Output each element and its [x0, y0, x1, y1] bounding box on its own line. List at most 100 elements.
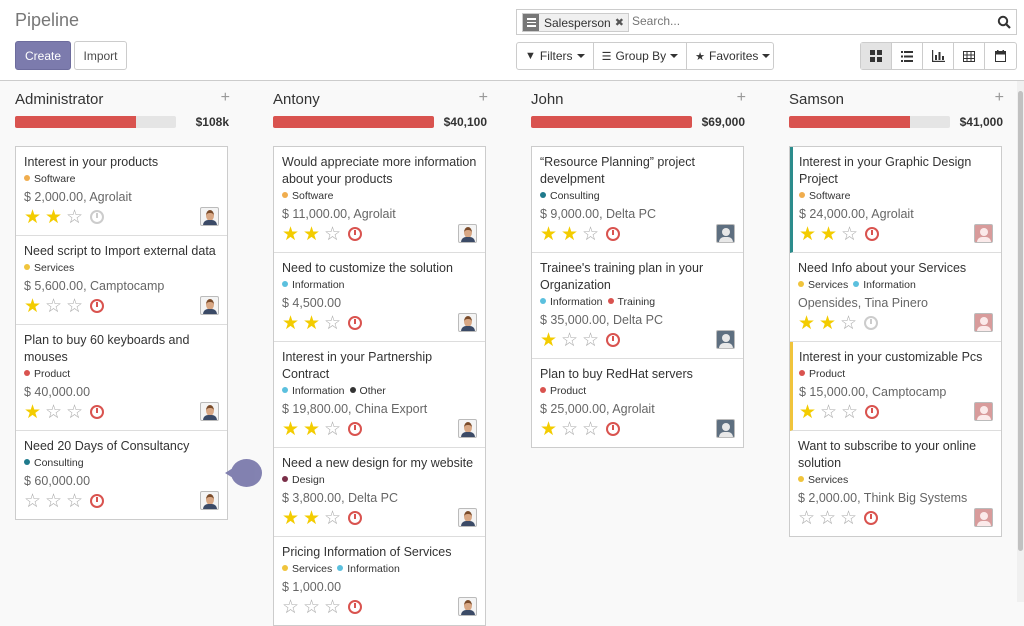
import-button[interactable]: Import: [74, 41, 127, 70]
add-card-icon[interactable]: +: [478, 89, 488, 106]
priority-star-icon[interactable]: ★: [282, 508, 300, 529]
graph-view-button[interactable]: [923, 43, 954, 69]
priority-star-icon[interactable]: ☆: [45, 402, 63, 423]
add-card-icon[interactable]: +: [220, 89, 230, 106]
priority-star-icon[interactable]: ☆: [798, 508, 816, 529]
activity-clock-icon[interactable]: [865, 405, 879, 419]
scrollbar-thumb[interactable]: [1018, 91, 1023, 551]
activity-clock-icon[interactable]: [90, 494, 104, 508]
activity-clock-icon[interactable]: [606, 333, 620, 347]
priority-star-icon[interactable]: ☆: [324, 508, 342, 529]
kanban-card[interactable]: Interest in your Partnership Contract Inf…: [274, 342, 485, 448]
priority-star-icon[interactable]: ☆: [24, 491, 42, 512]
priority-star-icon[interactable]: ☆: [282, 597, 300, 618]
create-button[interactable]: Create: [15, 41, 71, 70]
remove-facet-icon[interactable]: ✖: [614, 17, 624, 29]
priority-star-icon[interactable]: ☆: [45, 296, 63, 317]
kanban-view-button[interactable]: [861, 43, 892, 69]
priority-star-icon[interactable]: ☆: [303, 597, 321, 618]
activity-clock-icon[interactable]: [606, 227, 620, 241]
activity-clock-icon[interactable]: [348, 600, 362, 614]
kanban-card[interactable]: “Resource Planning” project develpment Co…: [532, 147, 743, 253]
activity-clock-icon[interactable]: [90, 299, 104, 313]
activity-clock-icon[interactable]: [864, 511, 878, 525]
add-card-icon[interactable]: +: [994, 89, 1004, 106]
priority-star-icon[interactable]: ★: [540, 224, 558, 245]
filters-dropdown[interactable]: ▼ Filters: [517, 43, 594, 69]
kanban-card[interactable]: Need script to Import external data Servi…: [16, 236, 227, 325]
kanban-card[interactable]: Interest in your customizable Pcs Product…: [790, 342, 1001, 431]
priority-star-icon[interactable]: ☆: [66, 207, 84, 228]
kanban-card[interactable]: Interest in your products Software $ 2,000…: [16, 147, 227, 236]
priority-star-icon[interactable]: ★: [819, 313, 837, 334]
kanban-card[interactable]: Want to subscribe to your online solutio…: [790, 431, 1001, 536]
kanban-card[interactable]: Plan to buy 60 keyboards and mouses Produ…: [16, 325, 227, 431]
priority-star-icon[interactable]: ☆: [66, 296, 84, 317]
priority-star-icon[interactable]: ★: [45, 207, 63, 228]
priority-star-icon[interactable]: ★: [540, 419, 558, 440]
activity-clock-icon[interactable]: [865, 227, 879, 241]
activity-clock-icon[interactable]: [90, 405, 104, 419]
column-progress-bar[interactable]: [15, 116, 176, 128]
priority-star-icon[interactable]: ★: [303, 508, 321, 529]
priority-star-icon[interactable]: ☆: [582, 224, 600, 245]
priority-star-icon[interactable]: ☆: [582, 419, 600, 440]
search-bar[interactable]: Salesperson ✖: [516, 9, 1017, 35]
search-icon[interactable]: [997, 15, 1011, 29]
priority-star-icon[interactable]: ☆: [840, 313, 858, 334]
kanban-card[interactable]: Plan to buy RedHat servers Product $ 25,00…: [532, 359, 743, 447]
activity-clock-icon[interactable]: [90, 210, 104, 224]
priority-star-icon[interactable]: ☆: [819, 508, 837, 529]
column-title[interactable]: John: [531, 91, 564, 108]
priority-star-icon[interactable]: ☆: [820, 402, 838, 423]
priority-star-icon[interactable]: ★: [799, 402, 817, 423]
priority-star-icon[interactable]: ☆: [561, 419, 579, 440]
favorites-dropdown[interactable]: ★ Favorites: [687, 43, 778, 69]
list-view-button[interactable]: [892, 43, 923, 69]
activity-clock-icon[interactable]: [348, 422, 362, 436]
priority-star-icon[interactable]: ☆: [324, 313, 342, 334]
calendar-view-button[interactable]: [985, 43, 1016, 69]
assistant-bubble-button[interactable]: [225, 459, 262, 487]
priority-star-icon[interactable]: ☆: [324, 224, 342, 245]
priority-star-icon[interactable]: ☆: [324, 419, 342, 440]
priority-star-icon[interactable]: ★: [282, 419, 300, 440]
column-title[interactable]: Samson: [789, 91, 845, 108]
priority-star-icon[interactable]: ★: [820, 224, 838, 245]
activity-clock-icon[interactable]: [348, 227, 362, 241]
kanban-card[interactable]: Need a new design for my website Design $ …: [274, 448, 485, 537]
priority-star-icon[interactable]: ★: [303, 419, 321, 440]
kanban-card[interactable]: Need 20 Days of Consultancy Consulting $ 6…: [16, 431, 227, 519]
kanban-card[interactable]: Interest in your Graphic Design Project S…: [790, 147, 1001, 253]
kanban-card[interactable]: Pricing Information of Services Services I…: [274, 537, 485, 625]
column-progress-bar[interactable]: [531, 116, 692, 128]
priority-star-icon[interactable]: ★: [540, 330, 558, 351]
priority-star-icon[interactable]: ★: [303, 313, 321, 334]
scrollbar[interactable]: [1017, 81, 1024, 602]
priority-star-icon[interactable]: ☆: [324, 597, 342, 618]
priority-star-icon[interactable]: ☆: [45, 491, 63, 512]
search-facet[interactable]: Salesperson ✖: [522, 13, 629, 32]
priority-star-icon[interactable]: ☆: [840, 508, 858, 529]
priority-star-icon[interactable]: ☆: [582, 330, 600, 351]
priority-star-icon[interactable]: ★: [282, 224, 300, 245]
priority-star-icon[interactable]: ★: [282, 313, 300, 334]
activity-clock-icon[interactable]: [864, 316, 878, 330]
priority-star-icon[interactable]: ☆: [66, 402, 84, 423]
kanban-card[interactable]: Need to customize the solution Informatio…: [274, 253, 485, 342]
priority-star-icon[interactable]: ☆: [841, 402, 859, 423]
kanban-card[interactable]: Trainee's training plan in your Organiza…: [532, 253, 743, 359]
priority-star-icon[interactable]: ★: [24, 402, 42, 423]
priority-star-icon[interactable]: ★: [24, 296, 42, 317]
priority-star-icon[interactable]: ★: [303, 224, 321, 245]
pivot-view-button[interactable]: [954, 43, 985, 69]
search-input[interactable]: [632, 14, 982, 28]
kanban-card[interactable]: Need Info about your Services Services Inf…: [790, 253, 1001, 342]
activity-clock-icon[interactable]: [606, 422, 620, 436]
priority-star-icon[interactable]: ★: [799, 224, 817, 245]
priority-star-icon[interactable]: ★: [798, 313, 816, 334]
column-title[interactable]: Administrator: [15, 91, 104, 108]
priority-star-icon[interactable]: ☆: [561, 330, 579, 351]
group-by-dropdown[interactable]: ☰ Group By: [594, 43, 688, 69]
column-progress-bar[interactable]: [273, 116, 434, 128]
